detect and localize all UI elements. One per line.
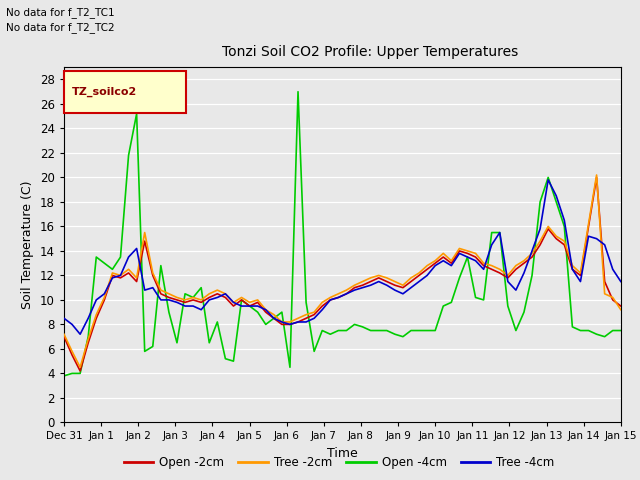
Text: No data for f_T2_TC1: No data for f_T2_TC1 <box>6 7 115 18</box>
Legend: Open -2cm, Tree -2cm, Open -4cm, Tree -4cm: Open -2cm, Tree -2cm, Open -4cm, Tree -4… <box>119 452 559 474</box>
Text: TZ_soilco2: TZ_soilco2 <box>72 87 138 97</box>
Title: Tonzi Soil CO2 Profile: Upper Temperatures: Tonzi Soil CO2 Profile: Upper Temperatur… <box>222 45 518 59</box>
Text: No data for f_T2_TC2: No data for f_T2_TC2 <box>6 22 115 33</box>
X-axis label: Time: Time <box>327 447 358 460</box>
Y-axis label: Soil Temperature (C): Soil Temperature (C) <box>21 180 35 309</box>
FancyBboxPatch shape <box>64 71 186 113</box>
